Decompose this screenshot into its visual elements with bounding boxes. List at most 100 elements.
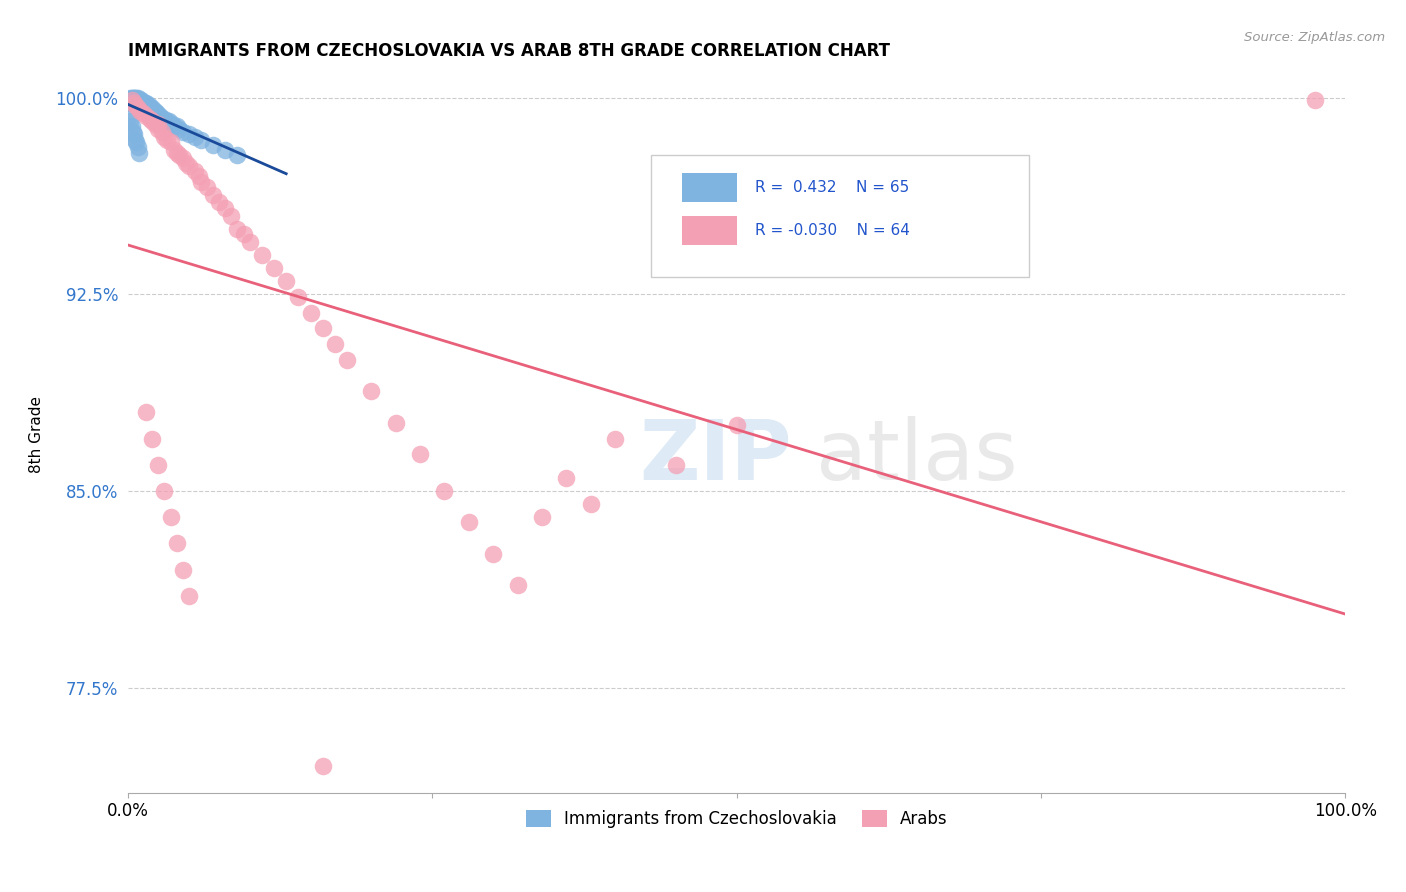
Point	[121, 120, 143, 134]
Point	[187, 169, 209, 184]
Point	[128, 145, 150, 160]
Point	[131, 106, 153, 120]
FancyBboxPatch shape	[651, 155, 1029, 277]
Point	[166, 536, 188, 550]
Text: R = -0.030    N = 64: R = -0.030 N = 64	[755, 223, 910, 238]
Point	[121, 90, 143, 104]
Point	[177, 589, 200, 603]
Legend: Immigrants from Czechoslovakia, Arabs: Immigrants from Czechoslovakia, Arabs	[519, 803, 955, 834]
Point	[121, 93, 143, 107]
Point	[153, 129, 176, 144]
Point	[263, 261, 285, 276]
Point	[360, 384, 382, 399]
Point	[120, 114, 142, 128]
Point	[226, 221, 249, 235]
Point	[150, 112, 173, 126]
Point	[148, 117, 170, 131]
Point	[132, 98, 155, 112]
Point	[312, 321, 335, 335]
Point	[172, 125, 194, 139]
Point	[603, 432, 626, 446]
Point	[148, 109, 170, 123]
Point	[153, 112, 176, 126]
Point	[125, 90, 148, 104]
Point	[122, 90, 145, 104]
Point	[150, 125, 173, 139]
Point	[148, 109, 170, 123]
Point	[157, 114, 180, 128]
Point	[127, 101, 149, 115]
Point	[135, 98, 157, 112]
Point	[146, 106, 169, 120]
Point	[136, 101, 159, 115]
Point	[139, 101, 162, 115]
Point	[202, 187, 225, 202]
Point	[138, 98, 160, 112]
Point	[122, 128, 145, 142]
Point	[579, 497, 602, 511]
Point	[121, 90, 143, 104]
Text: ZIP: ZIP	[640, 416, 792, 497]
Point	[131, 95, 153, 110]
Point	[167, 122, 190, 136]
Point	[135, 405, 157, 419]
Point	[184, 164, 207, 178]
Point	[163, 120, 186, 134]
Point	[190, 174, 212, 188]
Point	[433, 483, 456, 498]
Point	[139, 101, 162, 115]
Point	[232, 227, 254, 241]
Point	[725, 418, 748, 433]
Point	[139, 112, 162, 126]
Text: Source: ZipAtlas.com: Source: ZipAtlas.com	[1244, 31, 1385, 45]
Point	[163, 143, 186, 157]
Point	[177, 128, 200, 142]
Point	[336, 352, 359, 367]
Point	[127, 90, 149, 104]
Point	[276, 274, 298, 288]
Point	[184, 129, 207, 144]
Point	[124, 93, 146, 107]
Point	[409, 447, 432, 461]
Point	[312, 759, 335, 773]
Point	[148, 122, 170, 136]
Point	[506, 578, 529, 592]
Point	[555, 471, 578, 485]
Point	[190, 132, 212, 146]
Point	[129, 95, 152, 110]
Point	[135, 95, 157, 110]
Bar	[682, 173, 737, 202]
Point	[665, 458, 688, 472]
Point	[141, 432, 163, 446]
Point	[125, 93, 148, 107]
Point	[129, 93, 152, 107]
Point	[124, 132, 146, 146]
Point	[145, 106, 167, 120]
Point	[142, 103, 165, 118]
Point	[148, 458, 170, 472]
Point	[287, 290, 309, 304]
Point	[159, 510, 181, 524]
Point	[166, 120, 188, 134]
Point	[134, 95, 156, 110]
Point	[129, 93, 152, 107]
Point	[121, 125, 143, 139]
Point	[132, 95, 155, 110]
Point	[214, 143, 236, 157]
Point	[122, 95, 145, 110]
Point	[226, 148, 249, 162]
Point	[124, 98, 146, 112]
Point	[156, 114, 179, 128]
Point	[128, 98, 150, 112]
Point	[202, 137, 225, 152]
Point	[143, 117, 166, 131]
Point	[118, 109, 141, 123]
Point	[122, 95, 145, 110]
Point	[250, 248, 273, 262]
Point	[153, 483, 176, 498]
Point	[1303, 93, 1326, 107]
Point	[120, 95, 142, 110]
Point	[195, 179, 218, 194]
Point	[214, 201, 236, 215]
Point	[530, 510, 553, 524]
